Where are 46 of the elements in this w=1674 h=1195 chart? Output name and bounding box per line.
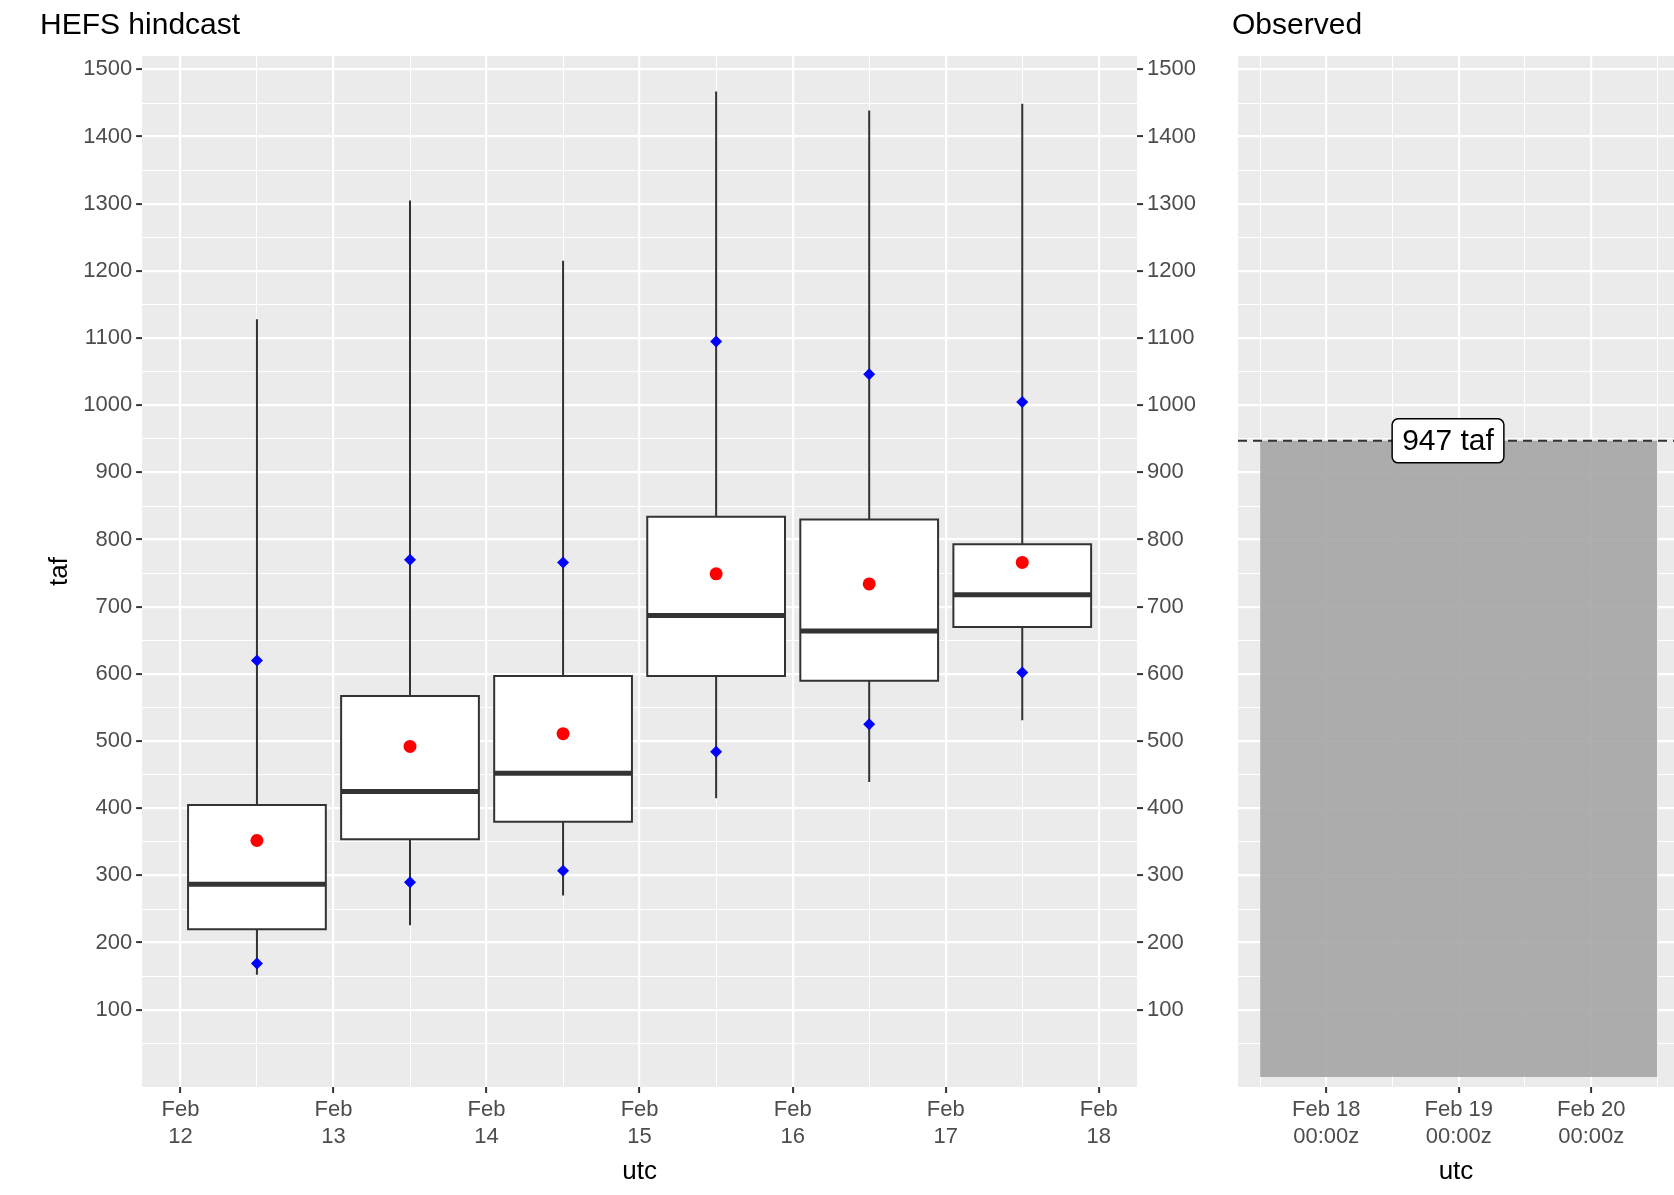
chart-title: HEFS hindcast	[40, 7, 241, 41]
y-tick-label: 1300	[83, 189, 133, 215]
x-tick-label: Feb 16	[773, 1096, 812, 1148]
y2-tick-label: 800	[1147, 525, 1184, 551]
y-tick-label: 200	[95, 928, 133, 954]
y-axis-title: taf	[42, 556, 73, 586]
y-tick-label: 1400	[83, 122, 133, 148]
y-tick-label: 1000	[83, 391, 133, 417]
y-tick-label: 1500	[83, 55, 133, 81]
y-tick-label: 100	[95, 995, 133, 1021]
x-tick-label: Feb 18	[1079, 1096, 1118, 1148]
y-tick-label: 1200	[83, 256, 133, 282]
y2-tick-label: 500	[1147, 727, 1184, 753]
x-tick-label: Feb 20 00:00z	[1556, 1096, 1626, 1148]
chart-title: Observed	[1232, 7, 1363, 41]
y-tick-label: 300	[95, 861, 133, 887]
y2-tick-label: 100	[1147, 995, 1184, 1021]
x-axis-title: utc	[1438, 1154, 1474, 1185]
y2-tick-label: 200	[1147, 928, 1184, 954]
x-tick-label: Feb 14	[467, 1096, 506, 1148]
y2-tick-label: 1400	[1147, 122, 1197, 148]
y2-tick-label: 900	[1147, 458, 1184, 484]
x-tick-label: Feb 15	[620, 1096, 659, 1148]
y2-tick-label: 1300	[1147, 189, 1197, 215]
y-tick-label: 600	[95, 659, 133, 685]
y-tick-label: 700	[95, 592, 133, 618]
y2-tick-label: 1200	[1147, 256, 1197, 282]
y2-tick-label: 600	[1147, 659, 1184, 685]
y2-tick-label: 400	[1147, 794, 1184, 820]
y2-tick-label: 1100	[1147, 324, 1195, 350]
y2-tick-label: 700	[1147, 592, 1184, 618]
y-tick-label: 900	[95, 458, 133, 484]
x-tick-label: Feb 13	[314, 1096, 353, 1148]
y-tick-label: 800	[95, 525, 133, 551]
x-tick-label: Feb 19 00:00z	[1424, 1096, 1494, 1148]
y2-tick-label: 300	[1147, 861, 1184, 887]
x-tick-label: Feb 12	[161, 1096, 200, 1148]
y-tick-label: 500	[95, 727, 133, 753]
y2-tick-label: 1000	[1147, 391, 1197, 417]
x-tick-label: Feb 18 00:00z	[1292, 1096, 1361, 1148]
y-tick-label: 1100	[84, 324, 133, 350]
x-axis-title: utc	[622, 1154, 657, 1185]
ref-line-label: 947 taf	[1402, 423, 1495, 457]
x-tick-label: Feb 17	[926, 1096, 965, 1148]
y2-tick-label: 1500	[1147, 55, 1197, 81]
y-tick-label: 400	[95, 794, 133, 820]
